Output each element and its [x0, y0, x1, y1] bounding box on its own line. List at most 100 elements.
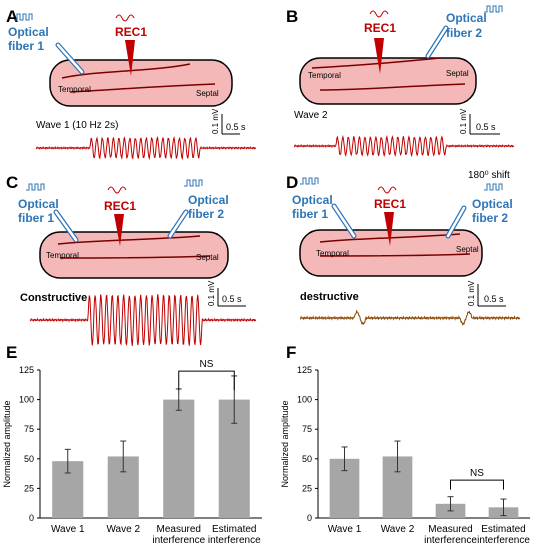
fiber-core — [426, 26, 448, 58]
panel-a: A Temporal Septal Optical fiber 1 REC1 W… — [6, 7, 257, 161]
cell-layer-line — [69, 83, 216, 93]
scale-bar: 0.1 mV 0.5 s — [211, 108, 246, 135]
temporal-label: Temporal — [316, 249, 349, 258]
optical-fiber-1: Optical fiber 1 — [8, 13, 85, 75]
fiber-core — [332, 204, 356, 238]
hippocampus-slice — [49, 59, 233, 107]
panel-b: B Temporal Septal Optical fiber 2 REC1 W… — [286, 5, 515, 158]
y-tick-label: 125 — [19, 365, 34, 375]
panel-d-letter: D — [286, 173, 298, 192]
panel-b-letter: B — [286, 7, 298, 26]
y-axis-label: Normalized amplitude — [280, 400, 290, 487]
optical-fiber-2: Optical fiber 2 — [445, 183, 513, 239]
light-pulse-icon — [184, 179, 203, 187]
hippocampus-slice — [299, 57, 477, 105]
x-tick-label: interference — [208, 535, 261, 546]
y-tick-label: 50 — [24, 454, 34, 464]
phase-shift-label: 180⁰ shift — [468, 170, 510, 181]
light-pulse-icon — [484, 183, 503, 191]
light-pulse-icon — [14, 13, 33, 21]
fiber-label-line2: fiber 1 — [8, 39, 44, 53]
sine-wave-icon — [377, 186, 397, 194]
rec-electrode: REC1 — [364, 10, 396, 74]
y-tick-label: 100 — [19, 395, 34, 405]
fiber-core — [168, 210, 188, 238]
fiber-label-line2: fiber 1 — [292, 207, 328, 221]
x-tick-label: Estimated — [212, 524, 256, 535]
cell-layer-line — [61, 63, 191, 79]
wave-label: Wave 2 — [294, 110, 328, 121]
fiber-label-line2: fiber 2 — [472, 211, 508, 225]
optical-fiber-2: Optical fiber 2 — [425, 5, 503, 59]
y-tick-label: 50 — [302, 454, 312, 464]
x-tick-label: Measured — [428, 524, 472, 535]
bar — [163, 399, 195, 518]
scale-time: 0.5 s — [476, 122, 496, 132]
x-tick-label: interference — [152, 535, 205, 546]
panel-c-letter: C — [6, 173, 18, 192]
y-tick-label: 100 — [297, 395, 312, 405]
scale-bar: 0.1 mV 0.5 s — [459, 108, 500, 135]
fiber-label-line2: fiber 2 — [188, 207, 224, 221]
chart-e: 0 25 50 75 100 125 Normalized amplitude Wave 1 W… — [2, 359, 262, 546]
fiber-label-line1: Optical — [18, 197, 59, 211]
optical-fiber-2: Optical fiber 2 — [167, 179, 229, 239]
lfp-trace — [293, 134, 515, 158]
fiber-label-line1: Optical — [8, 25, 49, 39]
light-pulse-icon — [300, 177, 319, 185]
light-pulse-icon — [26, 183, 45, 191]
electrode-tip — [374, 38, 384, 74]
x-tick-label: Measured — [157, 524, 201, 535]
panel-d: D 180⁰ shift Temporal Septal Optical fib… — [286, 170, 521, 326]
hippocampus-slice — [39, 231, 229, 279]
x-tick-label: Wave 2 — [381, 524, 415, 535]
wave-label: Wave 1 (10 Hz 2s) — [36, 120, 118, 131]
optical-fiber-1: Optical fiber 1 — [18, 183, 79, 243]
electrode-tip — [384, 212, 394, 246]
septal-label: Septal — [456, 245, 479, 254]
x-tick-label: interference — [477, 535, 530, 546]
y-tick-label: 125 — [297, 365, 312, 375]
septal-label: Septal — [196, 253, 219, 262]
scale-bar: 0.1 mV 0.5 s — [467, 280, 506, 307]
rec-label: REC1 — [104, 199, 136, 213]
y-tick-label: 0 — [29, 513, 34, 523]
septal-label: Septal — [446, 69, 469, 78]
scale-time: 0.5 s — [226, 122, 246, 132]
cell-layer-line — [57, 235, 201, 245]
scale-voltage: 0.1 mV — [467, 280, 476, 306]
lfp-trace — [299, 309, 521, 326]
y-tick-label: 0 — [307, 513, 312, 523]
scale-voltage: 0.1 mV — [211, 108, 220, 134]
wave-label: Constructive — [20, 292, 87, 304]
scale-bar: 0.1 mV 0.5 s — [207, 280, 246, 307]
cell-layer-line — [319, 233, 461, 243]
y-tick-label: 75 — [24, 424, 34, 434]
temporal-label: Temporal — [58, 85, 91, 94]
cell-layer-line — [311, 57, 441, 69]
electrode-tip — [114, 214, 124, 246]
fiber-label-line2: fiber 2 — [446, 26, 482, 40]
chart-f: 0 25 50 75 100 125 Normalized amplitude Wave 1 W… — [280, 365, 530, 546]
significance-bracket — [178, 370, 235, 391]
electrode-tip — [125, 40, 135, 76]
y-tick-label: 75 — [302, 424, 312, 434]
sine-wave-icon — [115, 14, 135, 22]
rec-electrode: REC1 — [104, 186, 136, 246]
cell-layer-line — [319, 253, 471, 257]
scale-voltage: 0.1 mV — [207, 280, 216, 306]
significance-label: NS — [470, 468, 484, 479]
rec-electrode: REC1 — [374, 186, 406, 246]
lfp-trace — [35, 135, 257, 161]
cell-layer-line — [319, 83, 466, 91]
panel-a-letter: A — [6, 7, 18, 26]
scale-voltage: 0.1 mV — [459, 108, 468, 134]
fiber-core — [54, 210, 78, 242]
septal-label: Septal — [196, 89, 219, 98]
x-tick-label: interference — [424, 535, 477, 546]
scale-time: 0.5 s — [222, 294, 242, 304]
optical-fiber-1: Optical fiber 1 — [292, 177, 357, 239]
lfp-trace — [29, 294, 257, 346]
temporal-label: Temporal — [308, 71, 341, 80]
